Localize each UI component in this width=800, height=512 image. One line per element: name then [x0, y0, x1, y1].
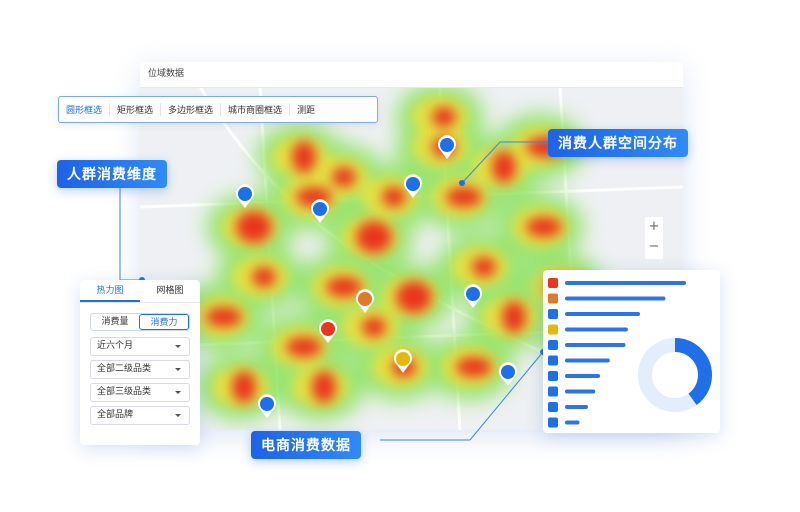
dropdown[interactable]: 近六个月	[90, 337, 190, 356]
tool-button[interactable]: 城市商圈框选	[221, 103, 291, 116]
bar	[565, 389, 596, 394]
dropdown[interactable]: 全部三级品类	[90, 383, 190, 402]
map-pin-icon	[238, 187, 252, 201]
map-pin-icon	[440, 138, 454, 152]
tool-button[interactable]: 多边形框选	[161, 103, 222, 116]
bar	[565, 420, 580, 425]
bar-icon	[548, 402, 558, 412]
map-pin-icon	[396, 352, 410, 366]
callout: 消费人群空间分布	[548, 129, 688, 157]
bar	[565, 374, 601, 378]
heat-blob	[446, 187, 482, 207]
map-pin-icon	[501, 365, 515, 379]
map-pin-icon	[466, 287, 480, 301]
heat-blob	[432, 107, 456, 127]
heat-blob	[456, 357, 492, 377]
panel-chart	[548, 278, 712, 428]
zoom-in[interactable]: +	[648, 219, 660, 234]
bar	[565, 405, 588, 409]
bar-icon	[548, 371, 558, 381]
map-pin-icon	[406, 177, 420, 191]
bar-icon	[548, 386, 558, 397]
map-pin-icon	[321, 322, 335, 336]
map-pin-icon	[313, 202, 327, 216]
donut-segment	[638, 338, 712, 412]
tab[interactable]: 热力图	[80, 280, 140, 302]
left-panel: 热力图 网格图 消费量 消费力 近六个月 全部二级品类 全部三级品类 全部品牌	[80, 280, 200, 445]
zoom-controls: + −	[645, 217, 663, 259]
toggle[interactable]: 消费量	[101, 317, 129, 327]
map-pin-icon	[260, 397, 274, 411]
toggle[interactable]: 消费力	[139, 314, 189, 330]
tool-button[interactable]: 圆形框选	[59, 103, 111, 116]
bar-icon	[548, 355, 558, 366]
heat-blob	[526, 217, 562, 237]
bar	[565, 343, 626, 347]
right-panel	[543, 270, 720, 433]
map-pin-icon	[358, 292, 372, 306]
bar	[565, 281, 686, 285]
heat-blob	[312, 371, 336, 403]
heat-blob	[286, 337, 322, 357]
bar	[565, 358, 610, 363]
bar	[565, 296, 666, 301]
callout: 人群消费维度	[57, 160, 167, 188]
bar-icon	[548, 340, 558, 350]
bar-icon	[548, 324, 558, 335]
dropdown[interactable]: 全部二级品类	[90, 360, 190, 379]
heat-blob	[232, 371, 256, 403]
window-title: 位域数据	[140, 62, 683, 88]
heat-blob	[206, 307, 242, 327]
heat-blob	[362, 317, 386, 337]
heat-blob	[332, 167, 356, 187]
heat-blob	[252, 267, 276, 287]
bar-icon	[548, 309, 558, 319]
bar	[565, 312, 641, 316]
toolbar: 圆形框选 矩形框选 多边形框选 城市商圈框选 测距	[58, 96, 378, 123]
tool-button[interactable]: 测距	[297, 106, 316, 116]
tool-button[interactable]: 矩形框选	[110, 103, 162, 116]
bar-icon	[548, 417, 558, 428]
heat-blob	[356, 221, 392, 253]
heat-blob	[236, 211, 272, 243]
heat-blob	[326, 277, 362, 297]
heat-blob	[382, 187, 406, 207]
heat-blob	[472, 257, 496, 277]
zoom-out[interactable]: −	[648, 239, 660, 254]
heat-blob	[396, 281, 432, 313]
bar-icon	[548, 293, 558, 304]
heat-blob	[292, 141, 316, 173]
heat-blob	[492, 151, 516, 183]
tab[interactable]: 网格图	[156, 286, 184, 296]
bar	[565, 327, 628, 332]
bar-icon	[548, 278, 558, 288]
dropdown[interactable]: 全部品牌	[90, 406, 190, 425]
heat-blob	[502, 301, 526, 333]
callout: 电商消费数据	[251, 431, 361, 459]
